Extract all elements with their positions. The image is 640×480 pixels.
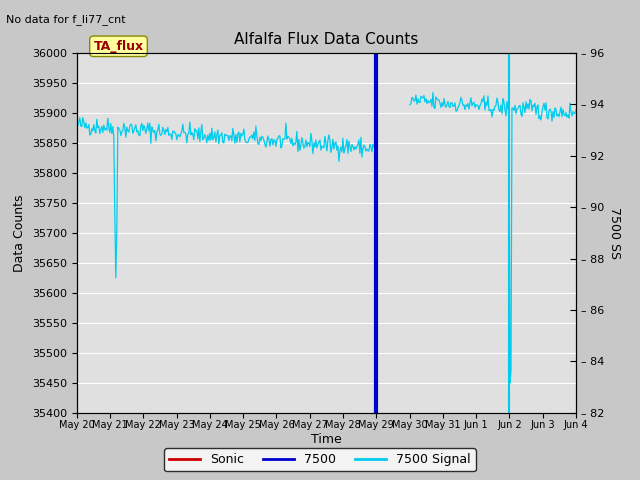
Text: TA_flux: TA_flux xyxy=(93,40,143,53)
Y-axis label: Data Counts: Data Counts xyxy=(13,194,26,272)
Text: No data for f_li77_cnt: No data for f_li77_cnt xyxy=(6,14,126,25)
Title: Alfalfa Flux Data Counts: Alfalfa Flux Data Counts xyxy=(234,33,419,48)
X-axis label: Time: Time xyxy=(311,433,342,446)
Y-axis label: 7500 SS: 7500 SS xyxy=(608,207,621,259)
Legend: Sonic, 7500, 7500 Signal: Sonic, 7500, 7500 Signal xyxy=(164,448,476,471)
